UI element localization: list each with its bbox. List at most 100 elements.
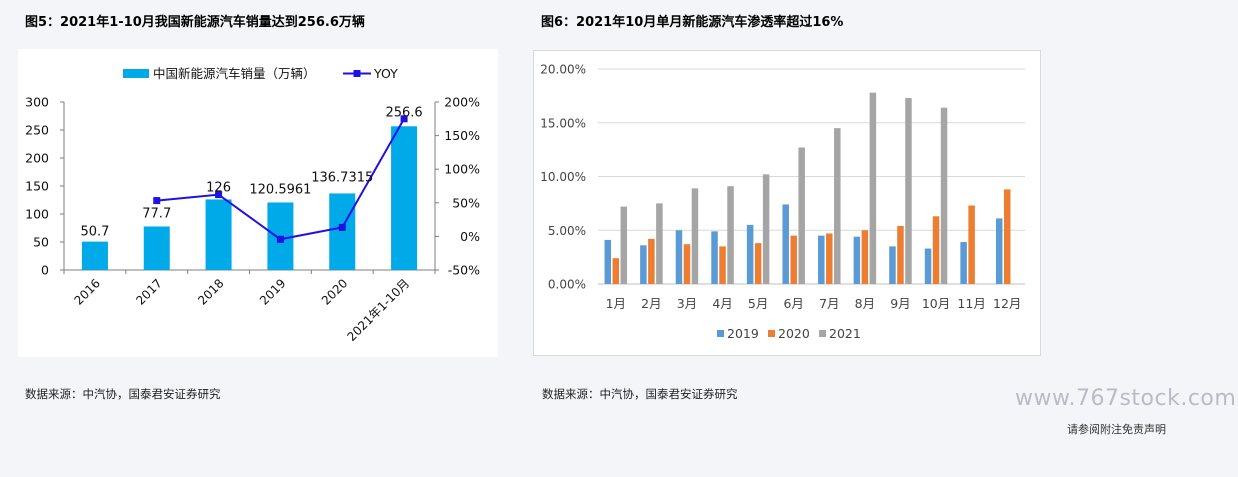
bar-2019 [711,231,718,284]
legend-label-2019: 2019 [727,326,759,341]
x-category-label: 9月 [890,296,910,311]
y-left-tick-label: 250 [25,123,49,138]
legend-label-2020: 2020 [778,326,810,341]
x-category-label: 2016 [72,276,103,307]
x-category-label: 2017 [133,276,164,307]
bar-2019 [853,236,861,284]
y-left-tick-label: 50 [33,235,49,250]
yoy-marker [276,235,284,243]
bar-2021 [620,206,628,284]
penetration-chart: 20.00% 15.00% 10.00% 5.00% 0.00% 1月 2月 3月 4月 5月 6月… [540,63,1025,341]
yoy-marker [153,197,161,205]
yoy-marker [400,115,408,123]
x-category-label: 10月 [922,296,950,311]
bar-2021 [869,92,877,285]
legend-swatch-yoy-marker [353,70,361,77]
penetration-chart-panel: 20.00% 15.00% 10.00% 5.00% 0.00% 1月 2月 3月 4月 5月 6月… [533,50,1041,356]
sales-data-label: 50.7 [80,225,109,240]
bar-2020 [719,246,726,284]
bar-2020 [790,235,797,284]
legend-swatch-sales [123,69,149,78]
x-category-label: 11月 [957,296,985,311]
y-tick-label: 15.00% [540,116,586,130]
bar-2020 [612,258,620,284]
x-category-label: 6月 [783,296,803,311]
sales-data-label: 77.7 [142,206,171,221]
bar-2019 [675,230,683,284]
sales-data-label: 256.6 [385,105,422,120]
bar-2020 [648,238,655,284]
legend-swatch-2019 [717,330,724,337]
x-category-label: 7月 [819,296,839,311]
y-right-tick-label: -50% [448,263,480,278]
sales-bar [205,199,232,270]
sales-bar [391,126,418,270]
disclaimer-link[interactable]: 请参阅附注免责声明 [1067,423,1166,436]
x-category-label: 1月 [606,296,626,311]
y-left-tick-label: 150 [25,179,49,194]
y-right-tick-label: 150% [444,128,480,143]
bar-2019 [960,242,967,284]
bar-2021 [727,186,734,284]
bar-2019 [889,246,896,284]
bar-2021 [834,128,841,284]
bar-2020 [754,243,762,284]
bar-2019 [818,235,825,284]
bar-2021 [798,147,805,284]
bar-2019 [640,245,647,284]
bar-2019 [604,239,612,284]
chart-title-sales: 图5：2021年1-10月我国新能源汽车销量达到256.6万辆 [25,15,365,30]
bar-2020 [683,244,691,284]
y-right-tick-label: 200% [444,95,480,110]
bar-2019 [924,248,932,284]
chart-title-penetration: 图6：2021年10月单月新能源汽车渗透率超过16% [541,15,844,30]
x-category-label: 3月 [677,296,697,311]
bar-2020 [1003,189,1011,284]
bar-2019 [746,224,754,284]
sales-bar [329,193,356,270]
x-category-label: 5月 [748,296,768,311]
bar-2021 [656,203,663,284]
bar-2019 [782,204,789,284]
y-left-tick-label: 300 [25,95,49,110]
source-note-right: 数据来源：中汽协，国泰君安证券研究 [542,387,738,401]
y-left-tick-label: 0 [41,263,49,278]
y-tick-label: 10.00% [540,170,586,184]
x-category-label: 2月 [641,296,661,311]
x-category-label: 2019 [257,276,288,307]
y-left-tick-label: 100 [25,207,49,222]
y-left-tick-label: 200 [25,151,49,166]
bar-2020 [932,216,940,284]
sales-bar [81,241,108,270]
bar-2021 [905,98,912,285]
yoy-marker [215,191,223,199]
x-category-label: 8月 [855,296,875,311]
legend-swatch-2021 [819,330,826,337]
legend-label-2021: 2021 [829,326,861,341]
watermark: www.767stock.com [1015,386,1237,411]
bar-2019 [995,218,1003,284]
sales-chart: 300 250 200 150 100 50 0 200% 150% 100% 50% 0% -50% 2… [25,66,480,344]
yoy-marker [338,223,346,231]
sales-data-label: 126 [206,180,231,195]
sales-bar [143,226,170,270]
x-category-label: 2018 [195,276,226,307]
x-category-label: 2021年1-10月 [344,276,412,344]
bar-2020 [968,205,975,284]
bar-2021 [940,107,948,284]
sales-data-label: 120.5961 [249,182,311,197]
y-right-tick-label: 100% [444,162,480,177]
x-category-label: 4月 [712,296,732,311]
bar-2021 [691,188,699,284]
sales-data-label: 136.7315 [311,170,373,185]
legend-swatch-2020 [768,330,775,337]
y-right-tick-label: 0% [460,229,480,244]
source-note-left: 数据来源：中汽协，国泰君安证券研究 [25,387,221,401]
x-category-label: 2020 [319,276,350,307]
legend-label-yoy: YOY [373,66,398,81]
bar-2020 [861,230,869,284]
bar-2020 [826,233,833,284]
y-tick-label: 5.00% [548,224,586,238]
sales-chart-panel: 300 250 200 150 100 50 0 200% 150% 100% 50% 0% -50% 2… [18,49,498,357]
x-category-label: 12月 [993,296,1021,311]
